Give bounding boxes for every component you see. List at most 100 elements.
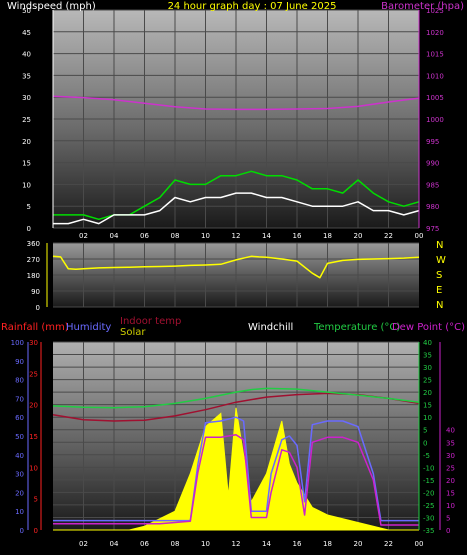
humidity-tick-label: 70 xyxy=(15,395,24,403)
barometer-tick-label: 1020 xyxy=(426,29,444,37)
direction-degree-ticks: 0 90 180 270 360 xyxy=(27,240,40,312)
barometer-axis-label: Barometer (hpa) xyxy=(381,1,464,12)
x-tick-label: 06 xyxy=(140,232,149,240)
compass-point-label: E xyxy=(436,285,442,296)
legend-temperature: Temperature (°C) xyxy=(313,322,400,333)
humidity-line xyxy=(53,416,419,522)
humidity-axis-ticks: 0 10 20 30 40 50 60 70 80 90 100 xyxy=(11,339,24,535)
compass-point-label: N xyxy=(436,300,443,311)
temperature-axis-ticks: -35 -30 -25 -20 -15 -10 -5 0 5 10 15 20 25 30 35 40 xyxy=(423,339,434,535)
rainfall-tick-label: 20 xyxy=(29,402,38,410)
humidity-tick-label: 20 xyxy=(15,489,24,497)
windspeed-tick-label: 40 xyxy=(22,51,31,59)
legend-solar: Solar xyxy=(120,327,146,338)
temperature-tick-label: 10 xyxy=(423,414,432,422)
temperature-outer-tick-label: 0 xyxy=(446,527,450,535)
wind-panel-series xyxy=(52,95,420,225)
x-tick-label: 18 xyxy=(323,232,332,240)
x-tick-label: 12 xyxy=(232,232,241,240)
rainfall-tick-label: 30 xyxy=(29,339,38,347)
direction-panel-grid xyxy=(53,242,419,308)
x-tick-label: 02 xyxy=(79,540,88,548)
barometer-tick-label: 1005 xyxy=(426,94,444,102)
compass-point-label: N xyxy=(436,240,443,251)
temperature-tick-label: 20 xyxy=(423,389,432,397)
windspeed-tick-label: 15 xyxy=(22,160,31,168)
chart-title: 24 hour graph day : 07 June 2025 xyxy=(168,1,337,12)
compass-point-label: S xyxy=(436,270,442,281)
x-tick-label: 20 xyxy=(354,232,363,240)
barometer-tick-label: 995 xyxy=(426,138,439,146)
temperature-panel-x-tick-labels: 02 04 06 08 10 12 14 16 18 20 22 00 xyxy=(79,540,423,548)
legend-windchill: Windchill xyxy=(248,322,293,333)
temperature-outer-tick-label: 30 xyxy=(446,452,455,460)
rainfall-axis-ticks: 0 5 10 15 20 25 30 xyxy=(29,339,38,535)
x-tick-label: 02 xyxy=(79,232,88,240)
barometer-tick-label: 1025 xyxy=(426,7,444,15)
windspeed-tick-label: 50 xyxy=(22,7,31,15)
x-tick-label: 14 xyxy=(262,232,271,240)
temperature-tick-label: -5 xyxy=(423,452,430,460)
rainfall-tick-label: 5 xyxy=(34,496,38,504)
rainfall-tick-label: 15 xyxy=(29,433,38,441)
temperature-tick-label: -20 xyxy=(423,489,434,497)
direction-tick-label: 270 xyxy=(27,256,40,264)
windspeed-line xyxy=(53,192,420,225)
barometer-tick-label: 975 xyxy=(426,225,439,233)
humidity-tick-label: 50 xyxy=(15,433,24,441)
x-tick-label: 06 xyxy=(140,540,149,548)
x-tick-label: 22 xyxy=(384,232,393,240)
x-tick-label: 04 xyxy=(110,540,119,548)
temperature-tick-label: -25 xyxy=(423,502,434,510)
legend-humidity: Humidity xyxy=(66,322,111,333)
temperature-outer-tick-label: 20 xyxy=(446,477,455,485)
windspeed-tick-label: 35 xyxy=(22,72,31,80)
temperature-tick-label: 15 xyxy=(423,402,432,410)
windspeed-tick-label: 0 xyxy=(27,225,31,233)
x-tick-label: 18 xyxy=(323,540,332,548)
legend-rainfall: Rainfall (mm) xyxy=(1,322,69,333)
direction-tick-label: 90 xyxy=(31,288,40,296)
x-tick-label: 08 xyxy=(171,540,180,548)
humidity-tick-label: 30 xyxy=(15,471,24,479)
temperature-outer-tick-label: 35 xyxy=(446,439,455,447)
temperature-panel-series xyxy=(52,387,420,531)
direction-line xyxy=(52,255,420,279)
temperature-outer-tick-label: 5 xyxy=(446,514,450,522)
x-tick-label: 08 xyxy=(171,232,180,240)
humidity-tick-label: 60 xyxy=(15,414,24,422)
humidity-tick-label: 80 xyxy=(15,377,24,385)
x-tick-label: 20 xyxy=(354,540,363,548)
wind-panel-grid xyxy=(53,9,419,229)
x-tick-label: 00 xyxy=(415,540,424,548)
temperature-tick-label: 35 xyxy=(423,352,432,360)
humidity-tick-label: 0 xyxy=(20,527,24,535)
windspeed-tick-label: 25 xyxy=(22,116,31,124)
x-tick-label: 12 xyxy=(232,540,241,548)
temperature-tick-label: 40 xyxy=(423,339,432,347)
temperature-tick-label: -35 xyxy=(423,527,434,535)
temperature-tick-label: 25 xyxy=(423,377,432,385)
windspeed-tick-label: 20 xyxy=(22,138,31,146)
rainfall-tick-label: 10 xyxy=(29,464,38,472)
dew-point-line xyxy=(53,433,419,526)
windspeed-tick-label: 10 xyxy=(22,181,31,189)
temperature-outer-tick-label: 25 xyxy=(446,464,455,472)
x-tick-label: 16 xyxy=(293,232,302,240)
rainfall-tick-label: 25 xyxy=(29,370,38,378)
legend-dew-point: Dew Point (°C) xyxy=(392,322,465,333)
temperature-outer-tick-label: 15 xyxy=(446,489,455,497)
direction-panel-series xyxy=(52,255,420,279)
barometer-tick-label: 1010 xyxy=(426,72,444,80)
temperature-line xyxy=(52,387,420,409)
temperature-outer-tick-label: 10 xyxy=(446,502,455,510)
windspeed-axis-ticks: 0 5 10 15 20 25 30 35 40 45 50 xyxy=(22,7,31,233)
humidity-tick-label: 40 xyxy=(15,452,24,460)
barometer-axis-ticks: 975 980 985 990 995 1000 1005 1010 1015 1020 1025 xyxy=(426,7,444,233)
barometer-tick-label: 990 xyxy=(426,160,439,168)
humidity-tick-label: 10 xyxy=(15,508,24,516)
barometer-tick-label: 980 xyxy=(426,203,439,211)
humidity-tick-label: 90 xyxy=(15,358,24,366)
